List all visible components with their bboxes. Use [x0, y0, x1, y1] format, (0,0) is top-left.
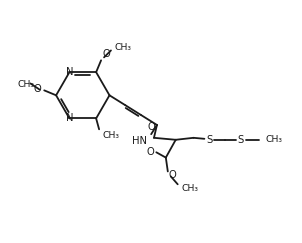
Text: N: N [66, 67, 73, 77]
Text: HN: HN [132, 136, 147, 146]
Text: O: O [34, 84, 41, 94]
Text: N: N [66, 113, 73, 123]
Text: CH₃: CH₃ [18, 80, 35, 89]
Text: CH₃: CH₃ [266, 135, 283, 144]
Text: S: S [206, 135, 212, 145]
Text: O: O [146, 147, 154, 157]
Text: CH₃: CH₃ [182, 184, 199, 193]
Text: CH₃: CH₃ [115, 43, 132, 52]
Text: CH₃: CH₃ [102, 131, 119, 140]
Text: O: O [147, 122, 155, 132]
Text: O: O [102, 49, 110, 59]
Text: S: S [238, 135, 244, 145]
Text: O: O [169, 170, 177, 180]
